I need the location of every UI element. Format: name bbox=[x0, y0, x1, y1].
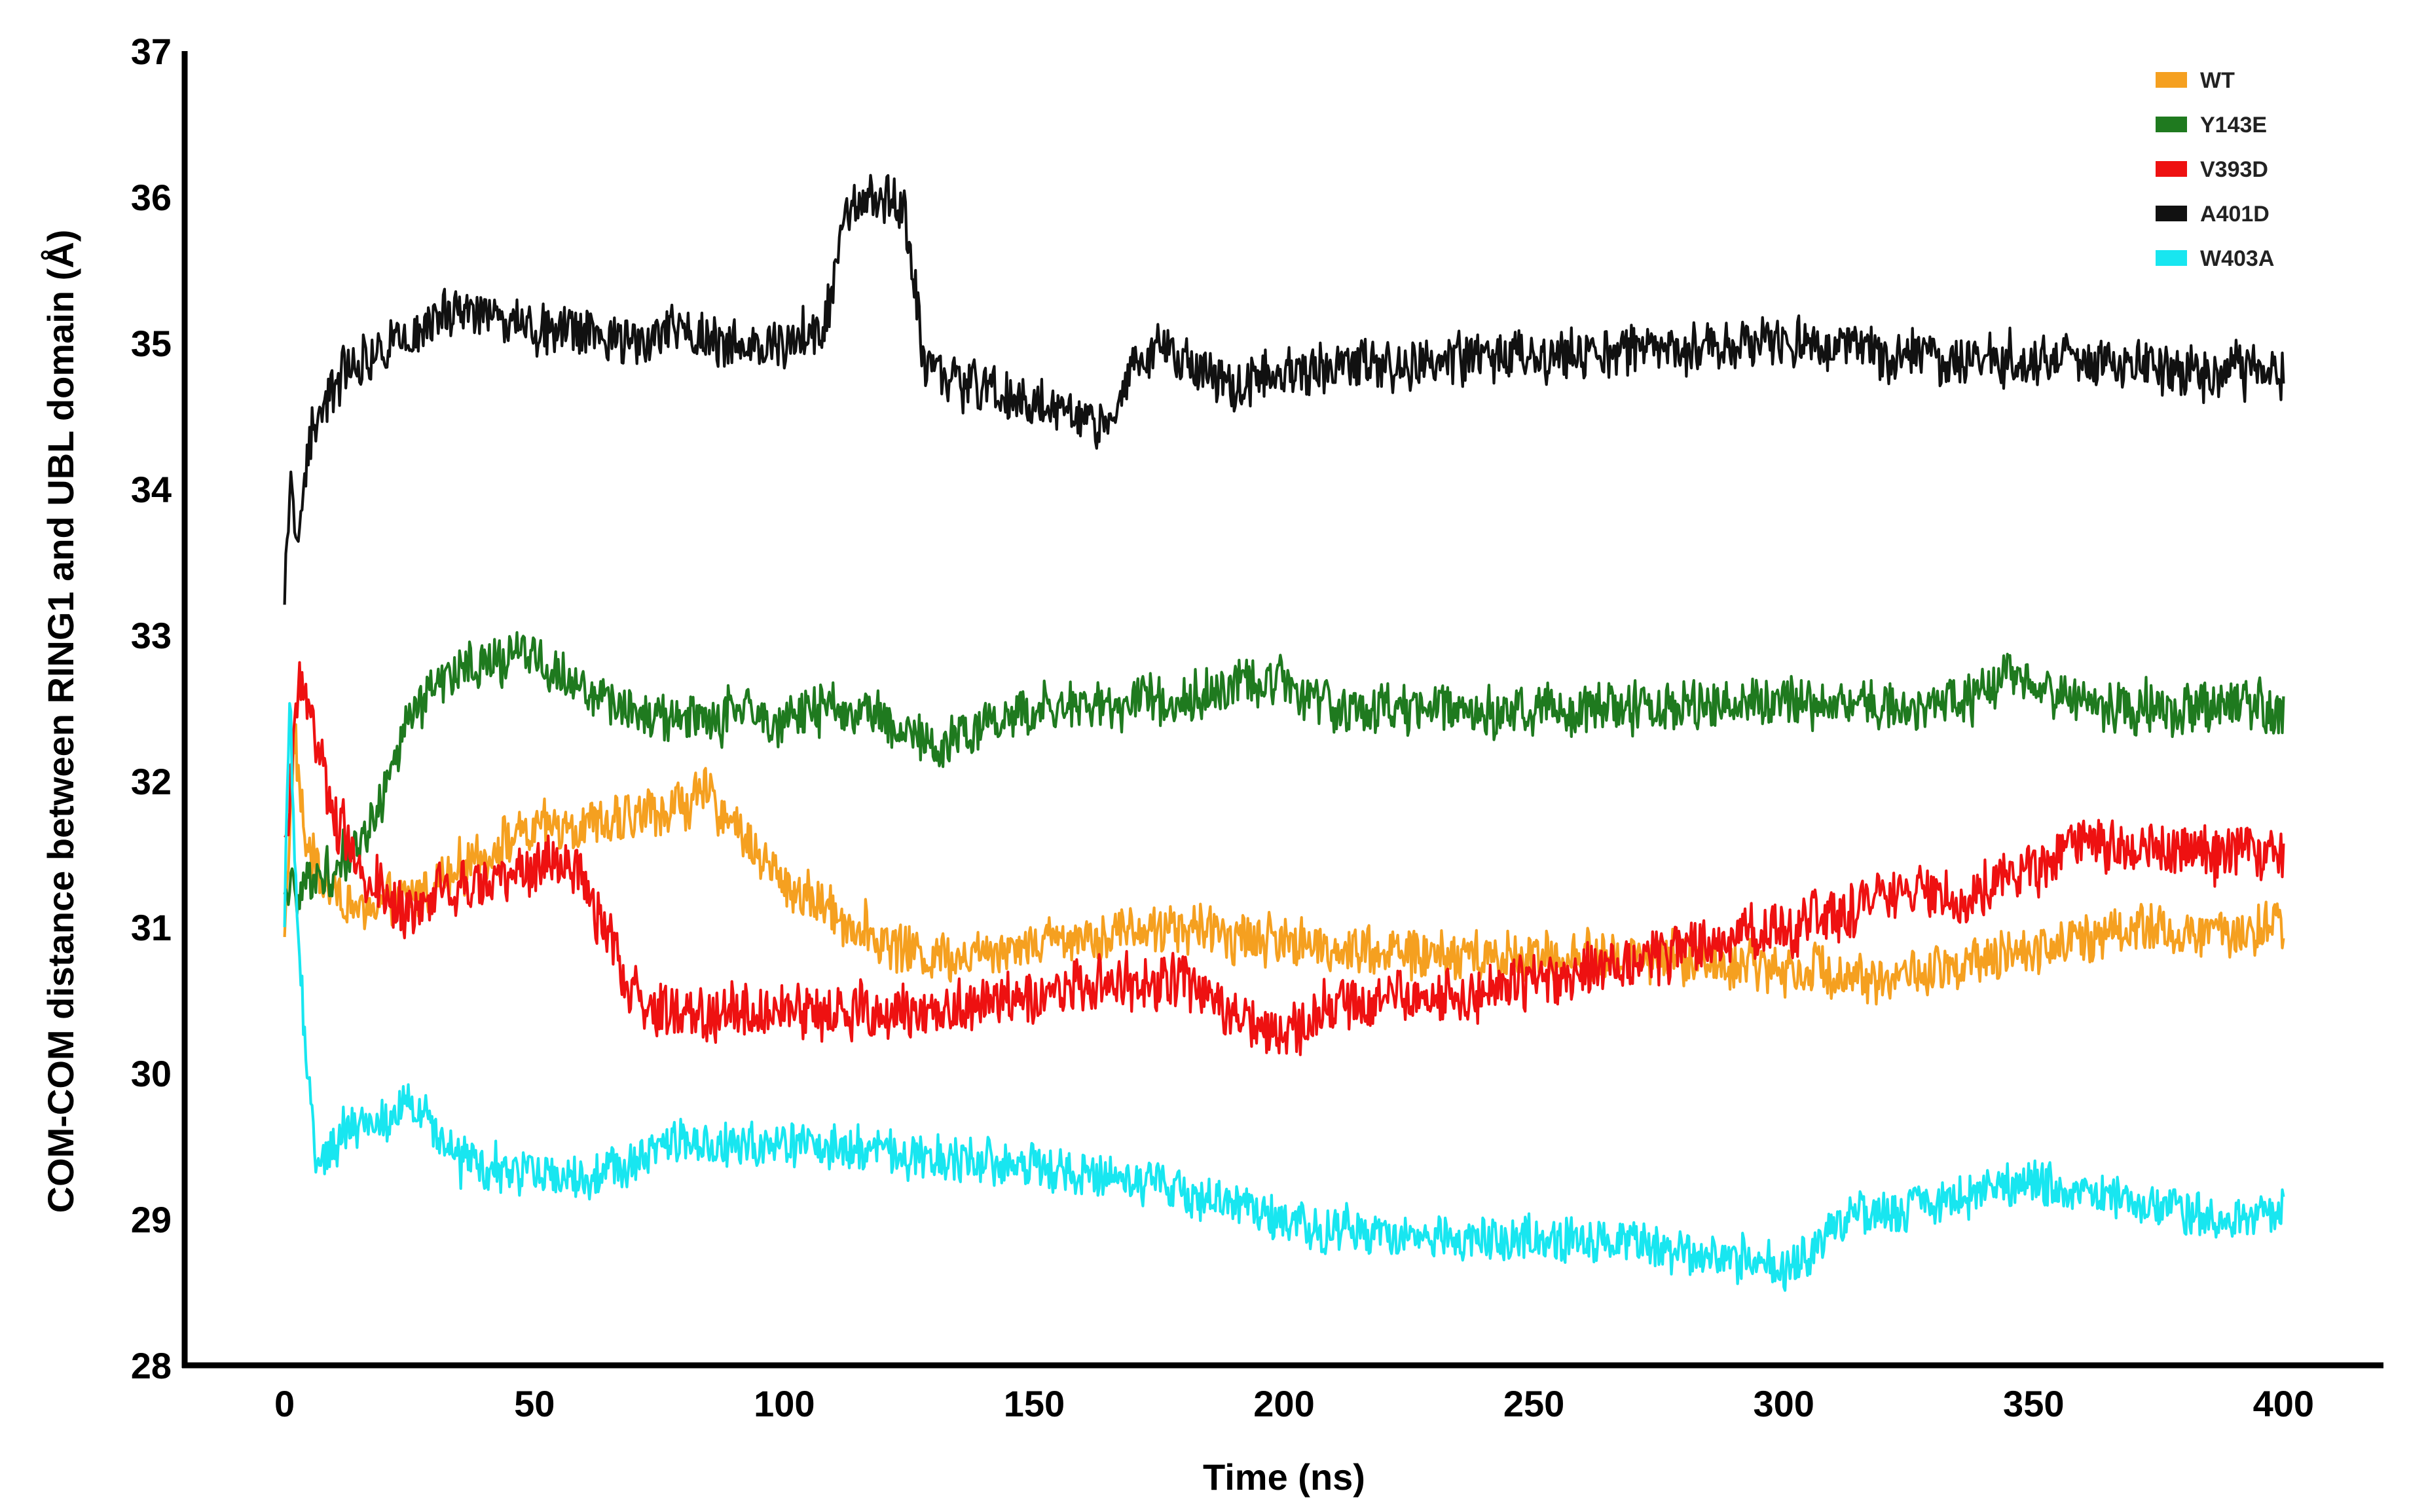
axes-layer bbox=[181, 51, 2383, 1369]
legend-label: A401D bbox=[2200, 202, 2270, 227]
series-line-w403a bbox=[283, 702, 2285, 1292]
legend-label: WT bbox=[2200, 68, 2235, 93]
x-tick-label: 400 bbox=[2253, 1383, 2314, 1424]
x-tick-label: 100 bbox=[754, 1383, 815, 1424]
series-layer bbox=[283, 174, 2285, 1292]
legend-swatch bbox=[2156, 250, 2187, 266]
y-tick-label: 28 bbox=[131, 1345, 172, 1386]
series-line-y143e bbox=[283, 631, 2285, 915]
series-line-a401d bbox=[283, 174, 2285, 605]
x-axis-title: Time (ns) bbox=[1203, 1456, 1365, 1498]
y-tick-label: 32 bbox=[131, 761, 172, 802]
legend-swatch bbox=[2156, 117, 2187, 132]
series-line-wt bbox=[283, 723, 2285, 1006]
legend-label: V393D bbox=[2200, 157, 2268, 182]
series-line-v393d bbox=[284, 661, 2285, 1056]
x-tick-label: 0 bbox=[274, 1383, 295, 1424]
legend-swatch bbox=[2156, 161, 2187, 177]
legend-label: W403A bbox=[2200, 246, 2274, 271]
x-tick-label: 300 bbox=[1753, 1383, 1814, 1424]
y-tick-label: 29 bbox=[131, 1199, 172, 1240]
y-tick-label: 30 bbox=[131, 1053, 172, 1094]
x-tick-label: 50 bbox=[514, 1383, 555, 1424]
y-tick-label: 35 bbox=[131, 323, 172, 364]
legend-swatch bbox=[2156, 72, 2187, 88]
legend: WT Y143E V393D A401D W403A bbox=[2156, 68, 2274, 271]
x-tick-label: 250 bbox=[1503, 1383, 1564, 1424]
y-axis-title: COM-COM distance between RING1 and UBL d… bbox=[40, 230, 81, 1213]
y-tick-label: 31 bbox=[131, 907, 172, 948]
y-tick-label: 36 bbox=[131, 177, 172, 218]
legend-label: Y143E bbox=[2200, 113, 2267, 138]
x-tick-label: 200 bbox=[1253, 1383, 1314, 1424]
y-tick-label: 34 bbox=[131, 469, 172, 510]
y-tick-label: 33 bbox=[131, 615, 172, 656]
y-axis-ticks: 28 29 30 31 32 33 34 35 36 37 bbox=[131, 31, 172, 1386]
x-tick-label: 150 bbox=[1004, 1383, 1065, 1424]
legend-swatch bbox=[2156, 206, 2187, 221]
x-tick-label: 350 bbox=[2003, 1383, 2064, 1424]
y-tick-label: 37 bbox=[131, 31, 172, 72]
x-axis-ticks: 0 50 100 150 200 250 300 350 400 bbox=[274, 1383, 2314, 1424]
